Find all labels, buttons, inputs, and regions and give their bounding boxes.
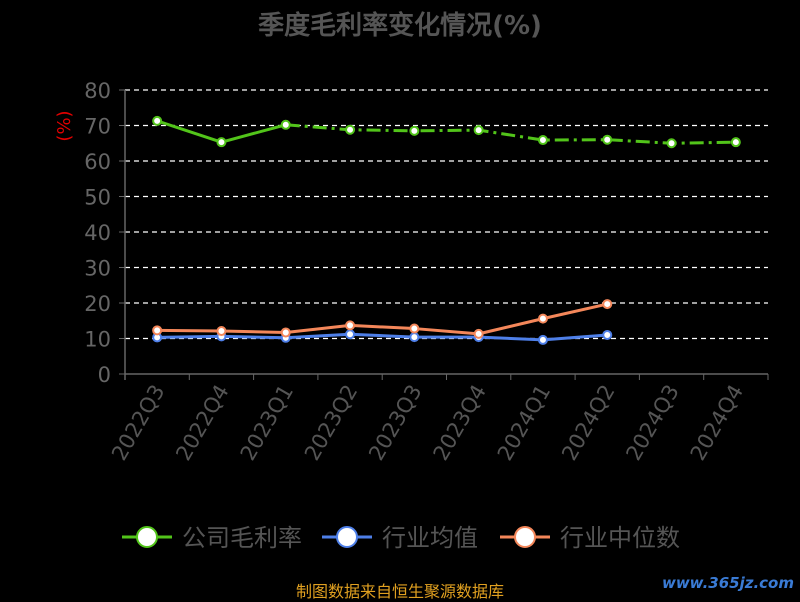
data-point: [666, 138, 677, 149]
x-tick-label: 2024Q2: [557, 381, 619, 465]
data-point: [409, 323, 420, 334]
x-tick-label: 2023Q2: [300, 381, 362, 465]
data-point: [345, 124, 356, 135]
y-tick-label: 10: [84, 328, 111, 352]
legend-item-1[interactable]: 行业均值: [322, 524, 478, 552]
data-point: [730, 137, 741, 148]
y-tick-label: 20: [84, 292, 111, 316]
legend-label: 行业均值: [382, 524, 478, 552]
data-point: [216, 137, 227, 148]
y-tick-label: 80: [84, 79, 111, 103]
series-0: [152, 115, 741, 149]
x-tick-label: 2023Q4: [429, 381, 491, 465]
x-tick-label: 2023Q1: [236, 381, 298, 465]
data-point: [473, 125, 484, 136]
x-tick-label: 2023Q3: [364, 381, 426, 465]
x-tick-label: 2024Q4: [686, 381, 748, 465]
data-point: [602, 299, 613, 310]
legend-marker: [514, 526, 536, 548]
data-point: [152, 325, 163, 336]
y-tick-label: 30: [84, 257, 111, 281]
y-tick-label: 50: [84, 186, 111, 210]
legend-marker: [136, 526, 158, 548]
y-tick-label: 40: [84, 221, 111, 245]
series-line: [157, 332, 608, 342]
y-axis-label: (%): [54, 110, 75, 141]
data-point: [152, 115, 163, 126]
data-point: [280, 327, 291, 338]
legend-marker: [336, 526, 358, 548]
x-tick-label: 2024Q1: [493, 381, 555, 465]
y-tick-label: 60: [84, 150, 111, 174]
footer-source: 制图数据来自恒生聚源数据库: [295, 582, 504, 601]
x-tick-label: 2024Q3: [621, 381, 683, 465]
y-tick-label: 0: [98, 363, 111, 387]
watermark: www.365jz.com: [661, 574, 794, 592]
chart-title: 季度毛利率变化情况(%): [258, 10, 542, 41]
data-point: [409, 332, 420, 343]
series-line: [157, 302, 608, 336]
data-point: [216, 326, 227, 337]
x-tick-label: 2022Q4: [171, 381, 233, 465]
legend-label: 公司毛利率: [182, 524, 302, 552]
data-point: [409, 125, 420, 136]
series-line-dashed: [285, 123, 736, 145]
data-point: [537, 313, 548, 324]
data-point: [537, 334, 548, 345]
data-point: [345, 329, 356, 340]
data-point: [602, 329, 613, 340]
data-point: [602, 134, 613, 145]
legend-label: 行业中位数: [560, 524, 680, 552]
data-point: [473, 328, 484, 339]
series-2: [152, 299, 613, 339]
data-point: [537, 135, 548, 146]
grid: [125, 89, 768, 340]
legend-item-2[interactable]: 行业中位数: [500, 524, 680, 552]
series-layer: [152, 115, 741, 345]
data-point: [345, 320, 356, 331]
legend-item-0[interactable]: 公司毛利率: [122, 524, 302, 552]
y-tick-label: 70: [84, 115, 111, 139]
legend[interactable]: 公司毛利率 行业均值 行业中位数: [122, 524, 680, 552]
data-point: [280, 119, 291, 130]
x-tick-label: 2022Q3: [107, 381, 169, 465]
